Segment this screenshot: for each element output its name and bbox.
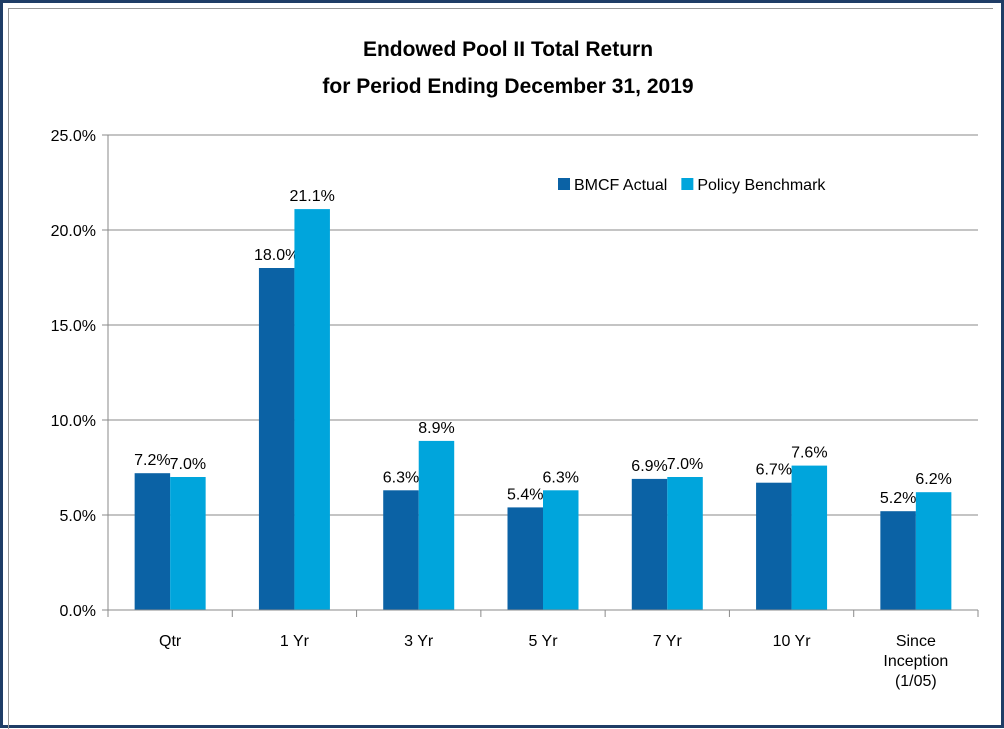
chart-title: Endowed Pool II Total Return	[363, 38, 653, 61]
bar	[134, 473, 171, 610]
legend-swatch	[558, 178, 570, 190]
bar	[543, 490, 579, 610]
bar	[294, 209, 330, 610]
x-tick-label: Since Inception (1/05)	[883, 633, 949, 690]
y-tick-label: 5.0%	[60, 508, 96, 525]
value-label: 7.2%	[134, 452, 170, 469]
legend-label: BMCF Actual	[574, 177, 667, 194]
y-tick-label: 10.0%	[51, 413, 96, 430]
x-tick-label: 10 Yr	[772, 633, 811, 650]
x-tick-label: 1 Yr	[279, 633, 309, 650]
bar	[507, 507, 543, 610]
x-tick-label: 7 Yr	[652, 633, 682, 650]
bar	[756, 482, 792, 610]
value-label: 7.0%	[667, 456, 703, 473]
x-tick-label: Qtr	[159, 633, 182, 650]
value-label: 6.3%	[543, 469, 579, 486]
bar	[791, 465, 828, 610]
value-label: 21.1%	[289, 188, 334, 205]
bar	[170, 477, 206, 610]
legend-swatch	[681, 178, 694, 190]
bar	[383, 490, 419, 610]
y-tick-label: 0.0%	[60, 603, 96, 620]
bar	[258, 268, 295, 610]
bar	[418, 440, 455, 610]
x-tick-label: 5 Yr	[528, 633, 558, 650]
value-label: 5.4%	[507, 486, 543, 503]
value-label: 7.6%	[791, 445, 827, 462]
value-label: 5.2%	[880, 490, 916, 507]
value-label: 6.2%	[915, 471, 951, 488]
y-tick-label: 15.0%	[51, 318, 96, 335]
value-label: 7.0%	[170, 456, 206, 473]
bar	[915, 492, 952, 610]
bar	[880, 511, 916, 610]
bar	[631, 478, 668, 610]
legend-label: Policy Benchmark	[697, 177, 826, 194]
y-tick-label: 20.0%	[51, 223, 96, 240]
bar	[667, 477, 703, 610]
value-label: 18.0%	[254, 247, 299, 264]
value-label: 6.7%	[756, 462, 792, 479]
value-label: 8.9%	[418, 420, 454, 437]
y-tick-label: 25.0%	[51, 128, 96, 145]
value-label: 6.9%	[631, 458, 667, 475]
chart-subtitle: for Period Ending December 31, 2019	[322, 75, 693, 98]
chart-area	[8, 8, 993, 729]
x-tick-label: 3 Yr	[404, 633, 434, 650]
value-label: 6.3%	[383, 469, 419, 486]
